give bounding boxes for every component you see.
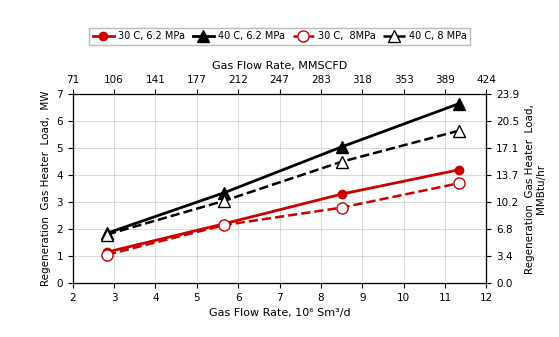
Line: 40 C, 6.2 MPa: 40 C, 6.2 MPa [101,98,464,239]
30 C, 6.2 MPa [221,222,228,226]
40 C, 8 MPa [338,160,345,164]
40 C, 8 MPa [103,233,110,237]
40 C, 8 MPa [455,129,462,133]
30 C, 6.2 MPa [455,168,462,172]
Line: 40 C, 8 MPa: 40 C, 8 MPa [101,125,464,240]
Line: 30 C, 6.2 MPa: 30 C, 6.2 MPa [103,166,463,256]
Line: 30 C,  8MPa: 30 C, 8MPa [101,178,464,260]
Legend: 30 C, 6.2 MPa, 40 C, 6.2 MPa, 30 C,  8MPa, 40 C, 8 MPa: 30 C, 6.2 MPa, 40 C, 6.2 MPa, 30 C, 8MPa… [89,28,470,45]
30 C, 6.2 MPa [338,192,345,196]
X-axis label: Gas Flow Rate, 10⁶ Sm³/d: Gas Flow Rate, 10⁶ Sm³/d [209,308,350,318]
40 C, 8 MPa [221,199,228,203]
X-axis label: Gas Flow Rate, MMSCFD: Gas Flow Rate, MMSCFD [212,61,347,71]
40 C, 6.2 MPa [455,102,462,106]
30 C, 6.2 MPa [103,250,110,254]
40 C, 6.2 MPa [338,145,345,149]
Y-axis label: Regeneration  Gas Heater  Load,  MW: Regeneration Gas Heater Load, MW [41,91,51,286]
Y-axis label: Regeneration  Gas Heater  Load,
MMBtu/hr: Regeneration Gas Heater Load, MMBtu/hr [525,104,547,274]
30 C,  8MPa [221,223,228,227]
30 C,  8MPa [455,181,462,185]
30 C,  8MPa [338,206,345,210]
40 C, 6.2 MPa [221,191,228,195]
30 C,  8MPa [103,253,110,257]
40 C, 6.2 MPa [103,231,110,235]
